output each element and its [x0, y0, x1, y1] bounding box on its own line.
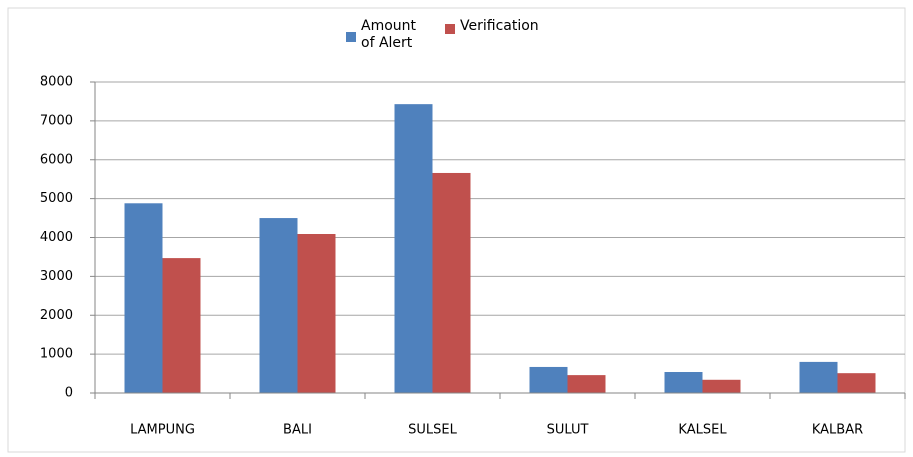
legend-item: Verification — [445, 18, 540, 52]
bar — [162, 258, 201, 393]
bar — [567, 375, 606, 393]
legend-swatch — [445, 24, 455, 34]
legend: Amount of Alert Verification — [346, 18, 540, 52]
x-tick-label: SULUT — [547, 423, 589, 438]
bar — [124, 203, 163, 393]
y-tick-label: 2000 — [40, 308, 73, 323]
bar — [664, 372, 703, 393]
bar — [432, 172, 471, 393]
bar — [529, 366, 568, 393]
y-tick-label: 3000 — [40, 269, 73, 284]
y-tick-label: 1000 — [40, 347, 73, 362]
y-tick-label: 0 — [65, 386, 73, 401]
legend-label: Amount of Alert — [361, 18, 417, 51]
bar — [799, 361, 838, 393]
y-tick-label: 5000 — [40, 191, 73, 206]
bar — [394, 104, 433, 393]
legend-item: Amount of Alert — [346, 18, 431, 52]
legend-swatch — [346, 32, 356, 42]
bar — [702, 379, 741, 393]
y-tick-label: 8000 — [40, 75, 73, 90]
y-tick-label: 7000 — [40, 113, 73, 128]
x-tick-label: KALSEL — [678, 423, 727, 438]
legend-label: Verification — [460, 18, 539, 34]
y-tick-label: 4000 — [40, 230, 73, 245]
y-tick-label: 6000 — [40, 152, 73, 167]
x-tick-label: LAMPUNG — [130, 423, 195, 438]
bar — [259, 218, 298, 393]
x-tick-label: BALI — [283, 423, 312, 438]
bar — [837, 373, 876, 393]
x-tick-label: KALBAR — [812, 423, 863, 438]
bar — [297, 234, 336, 393]
x-tick-label: SULSEL — [408, 423, 457, 438]
